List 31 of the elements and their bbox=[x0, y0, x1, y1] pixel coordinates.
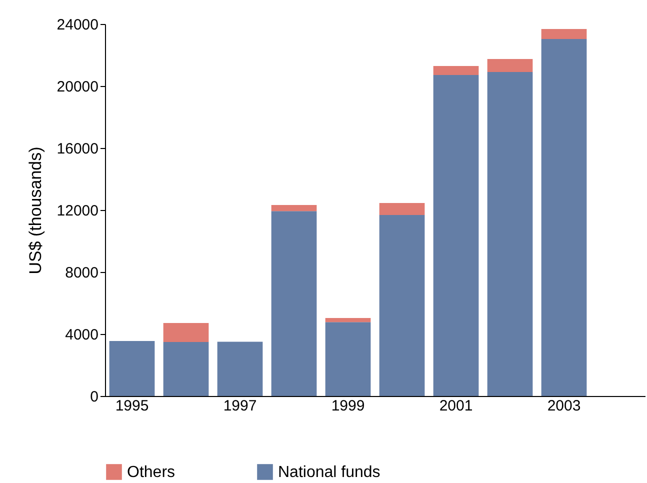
bar bbox=[433, 66, 479, 75]
x-tick-label: 1997 bbox=[223, 398, 257, 414]
x-tick-label: 2003 bbox=[547, 398, 581, 414]
bar bbox=[541, 39, 587, 396]
bar bbox=[325, 318, 371, 322]
bar bbox=[541, 28, 587, 40]
y-tick-label: 20000 bbox=[56, 78, 98, 96]
bar bbox=[217, 342, 263, 396]
y-tick-label: 4000 bbox=[65, 326, 98, 344]
bar bbox=[271, 211, 317, 396]
bar bbox=[379, 203, 425, 215]
x-tick-label: 2001 bbox=[439, 398, 473, 414]
bar bbox=[109, 340, 155, 396]
x-tick-label: 1995 bbox=[115, 398, 149, 414]
bar bbox=[433, 74, 479, 396]
bar bbox=[379, 214, 425, 396]
x-tick-label: 1999 bbox=[331, 398, 365, 414]
y-axis-title: US$ (thousands) bbox=[26, 146, 45, 274]
y-tick-label: 24000 bbox=[56, 16, 98, 34]
y-tick-label: 0 bbox=[90, 388, 98, 406]
bar bbox=[325, 322, 371, 396]
bar bbox=[271, 205, 317, 212]
y-tick-label: 8000 bbox=[65, 264, 98, 282]
bar bbox=[487, 72, 533, 396]
y-tick-label: 12000 bbox=[56, 202, 98, 220]
y-tick-label: 16000 bbox=[56, 140, 98, 158]
bar bbox=[163, 322, 209, 342]
bar bbox=[163, 342, 209, 396]
legend-label: National funds bbox=[278, 464, 380, 481]
legend-label: Others bbox=[127, 464, 176, 481]
bar bbox=[487, 59, 533, 72]
